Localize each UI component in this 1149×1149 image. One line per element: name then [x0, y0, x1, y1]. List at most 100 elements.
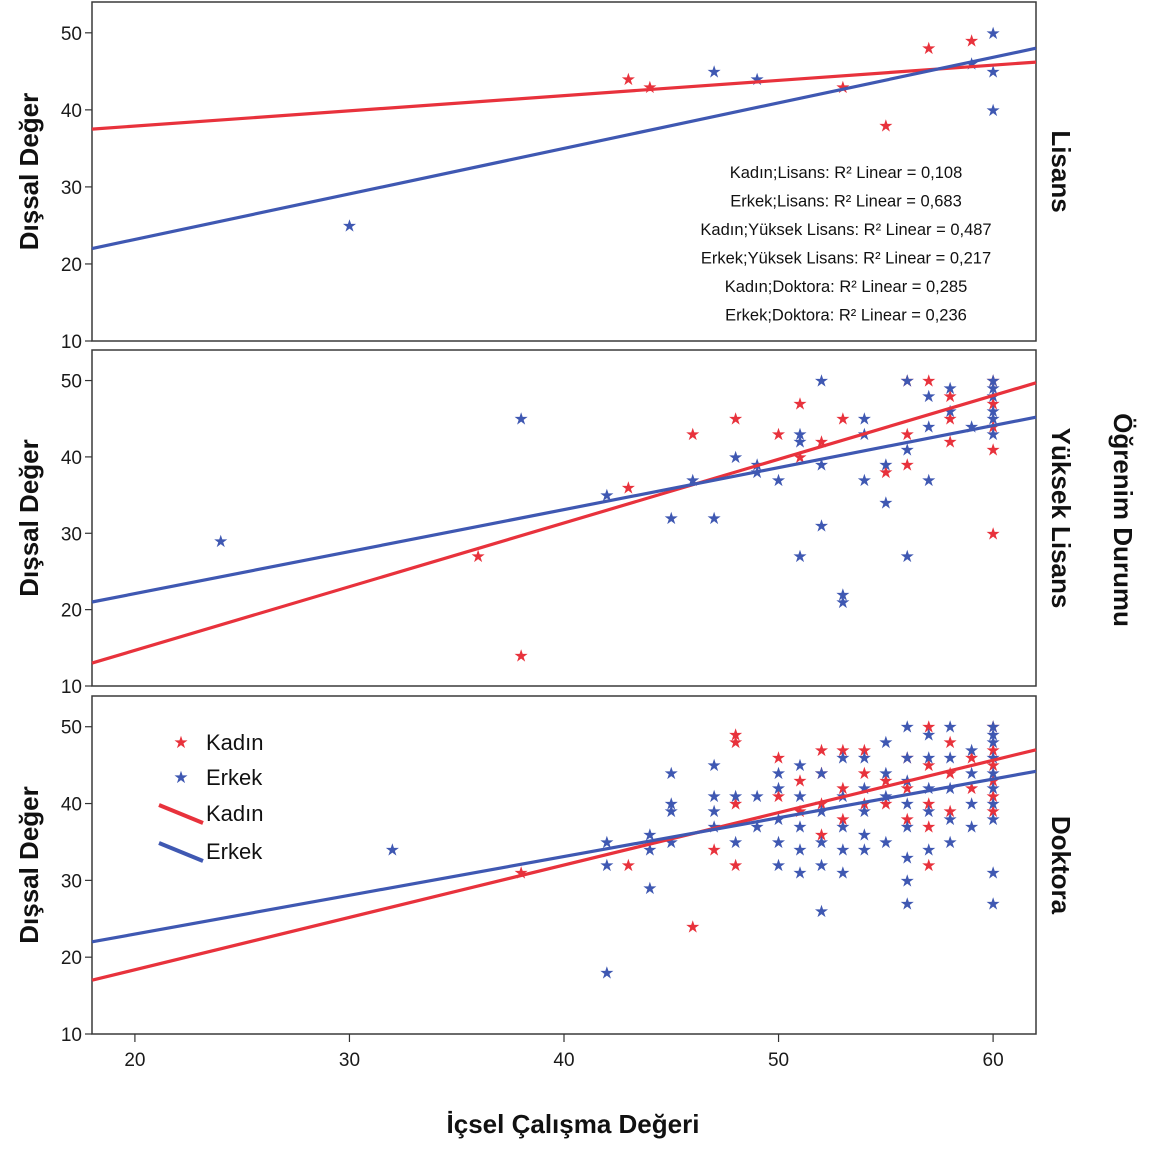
y-tick-label: 50	[61, 718, 82, 739]
data-point-erkek: ★	[943, 748, 958, 767]
data-point-erkek: ★	[900, 894, 915, 913]
data-point-kadin: ★	[985, 787, 1000, 806]
data-point-kadin: ★	[728, 733, 743, 752]
data-point-kadin: ★	[921, 39, 936, 58]
data-point-erkek: ★	[814, 372, 829, 391]
data-point-erkek: ★	[814, 833, 829, 852]
r2-annotations: Kadın;Lisans: R² Linear = 0,108 Erkek;Lis…	[700, 164, 991, 325]
data-point-kadin: ★	[513, 646, 528, 665]
data-point-erkek: ★	[985, 372, 1000, 391]
data-point-kadin: ★	[921, 818, 936, 837]
data-point-erkek: ★	[792, 864, 807, 883]
x-tick-label: 60	[983, 1050, 1004, 1071]
data-point-erkek: ★	[771, 779, 786, 798]
data-point-kadin: ★	[900, 810, 915, 829]
r2-annotation: Erkek;Yüksek Lisans: R² Linear = 0,217	[701, 250, 991, 268]
data-point-erkek: ★	[835, 748, 850, 767]
data-point-erkek: ★	[835, 585, 850, 604]
data-point-erkek: ★	[707, 62, 722, 81]
data-point-kadin: ★	[642, 78, 657, 97]
data-point-kadin: ★	[900, 372, 915, 391]
data-point-erkek: ★	[664, 795, 679, 814]
data-point-kadin: ★	[771, 748, 786, 767]
data-point-erkek: ★	[792, 787, 807, 806]
data-point-erkek: ★	[664, 764, 679, 783]
data-point-erkek: ★	[878, 456, 893, 475]
fit-line-erkek	[91, 46, 1037, 251]
y-tick-label: 10	[61, 677, 82, 698]
data-point-erkek: ★	[985, 101, 1000, 120]
panel-frame	[91, 349, 1037, 687]
r2-annotation: Kadın;Yüksek Lisans: R² Linear = 0,487	[700, 221, 991, 239]
data-point-erkek: ★	[900, 440, 915, 459]
data-point-erkek: ★	[878, 833, 893, 852]
data-point-kadin: ★	[985, 372, 1000, 391]
data-point-erkek: ★	[878, 494, 893, 513]
data-point-erkek: ★	[964, 741, 979, 760]
data-point-kadin: ★	[921, 856, 936, 875]
data-point-erkek: ★	[599, 856, 614, 875]
data-point-kadin: ★	[621, 70, 636, 89]
data-point-kadin: ★	[943, 387, 958, 406]
group-axis-label: Öğrenim Durumu	[1108, 413, 1138, 627]
data-point-erkek: ★	[878, 787, 893, 806]
r2-annotation: Erkek;Doktora: R² Linear = 0,236	[725, 307, 967, 325]
data-point-erkek: ★	[921, 748, 936, 767]
data-point-erkek: ★	[943, 833, 958, 852]
data-point-kadin: ★	[964, 748, 979, 767]
y-tick-label: 20	[61, 255, 82, 276]
data-point-erkek: ★	[943, 379, 958, 398]
data-point-kadin: ★	[943, 410, 958, 429]
legend-line	[158, 803, 204, 825]
data-point-kadin: ★	[921, 718, 936, 737]
data-point-erkek: ★	[900, 818, 915, 837]
legend-label: Kadın	[206, 730, 264, 755]
data-point-erkek: ★	[835, 841, 850, 860]
data-point-erkek: ★	[342, 216, 357, 235]
data-point-erkek: ★	[921, 779, 936, 798]
y-tick-label: 10	[61, 332, 82, 353]
data-point-erkek: ★	[943, 402, 958, 421]
data-point-erkek: ★	[792, 756, 807, 775]
data-point-kadin: ★	[771, 787, 786, 806]
data-point-erkek: ★	[707, 756, 722, 775]
data-point-erkek: ★	[857, 748, 872, 767]
data-point-erkek: ★	[749, 70, 764, 89]
r2-annotation: Kadın;Lisans: R² Linear = 0,108	[730, 164, 963, 182]
data-point-erkek: ★	[943, 810, 958, 829]
data-point-erkek: ★	[985, 725, 1000, 744]
x-axis-label: İçsel Çalışma Değeri	[447, 1109, 700, 1139]
data-point-erkek: ★	[900, 748, 915, 767]
data-point-kadin: ★	[943, 433, 958, 452]
legend-label: Erkek	[206, 765, 263, 790]
y-tick-label: 40	[61, 101, 82, 122]
data-point-erkek: ★	[878, 733, 893, 752]
data-point-kadin: ★	[771, 425, 786, 444]
data-point-erkek: ★	[213, 532, 228, 551]
legend-marker: ★	[173, 768, 188, 787]
data-point-kadin: ★	[985, 802, 1000, 821]
row-label-lisans: Lisans	[1046, 130, 1076, 212]
y-axis-label: Dışsal Değer	[14, 93, 44, 251]
data-point-kadin: ★	[471, 547, 486, 566]
data-point-erkek: ★	[513, 410, 528, 429]
y-tick-label: 20	[61, 948, 82, 969]
x-tick-label: 20	[124, 1050, 145, 1071]
y-tick-label: 50	[61, 372, 82, 393]
r2-annotation: Kadın;Doktora: R² Linear = 0,285	[725, 278, 968, 296]
data-point-erkek: ★	[921, 387, 936, 406]
data-point-erkek: ★	[835, 593, 850, 612]
legend: ★ Kadın ★ Erkek Kadın Erkek	[158, 730, 264, 864]
data-point-erkek: ★	[985, 718, 1000, 737]
data-point-kadin: ★	[943, 802, 958, 821]
data-point-kadin: ★	[792, 772, 807, 791]
data-point-kadin: ★	[685, 917, 700, 936]
x-tick-label: 30	[339, 1050, 360, 1071]
data-point-kadin: ★	[900, 425, 915, 444]
legend-label: Kadın	[206, 801, 264, 826]
data-point-kadin: ★	[792, 394, 807, 413]
